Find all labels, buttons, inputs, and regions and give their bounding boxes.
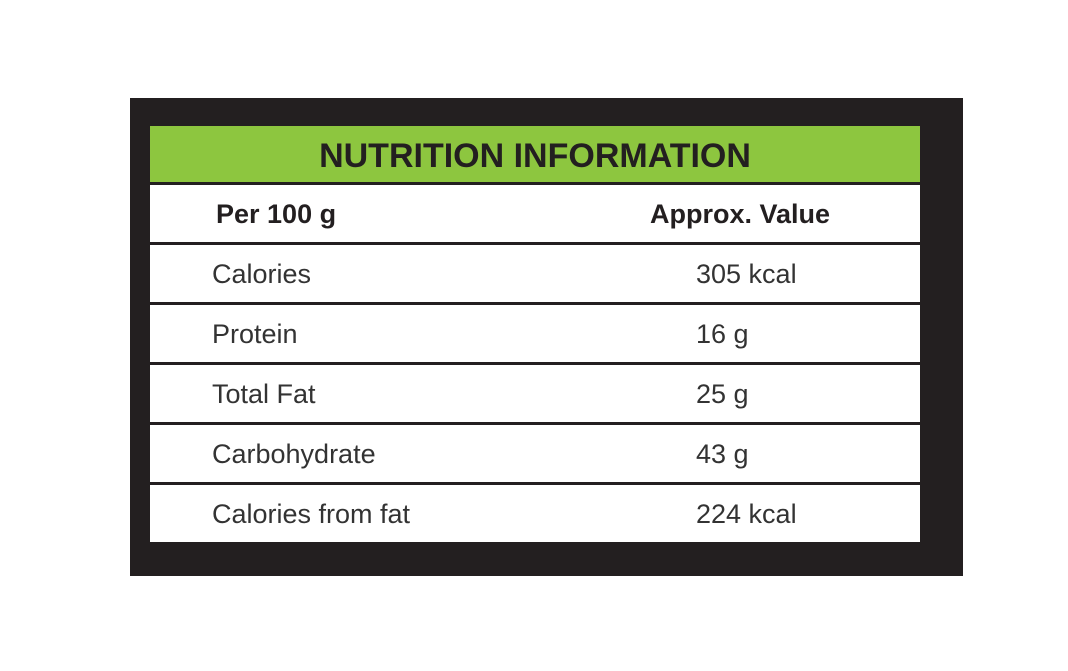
nutrient-name: Calories <box>212 259 312 289</box>
nutrient-value: 43 g <box>696 439 749 469</box>
nutrient-value: 16 g <box>696 319 749 349</box>
nutrient-name: Total Fat <box>212 379 316 409</box>
label-frame: NUTRITION INFORMATION Per 100 g Approx. … <box>130 98 963 576</box>
nutrient-name: Carbohydrate <box>212 439 376 469</box>
nutrition-table: NUTRITION INFORMATION Per 100 g Approx. … <box>150 126 920 542</box>
nutrient-value: 25 g <box>696 379 749 409</box>
header-cell: Approx. Value <box>650 199 831 229</box>
header-cell: Per 100 g <box>216 199 337 229</box>
nutrient-name: Protein <box>212 319 298 349</box>
header-row: Per 100 g Approx. Value <box>150 185 920 242</box>
nutrient-name: Calories from fat <box>212 499 411 529</box>
table-row: Calories 305 kcal <box>150 245 920 302</box>
nutrient-value: 224 kcal <box>696 499 797 529</box>
table-row: Total Fat 25 g <box>150 365 920 422</box>
table-row: Carbohydrate 43 g <box>150 425 920 482</box>
table-body: Calories 305 kcal Protein 16 g Total Fat 25 g… <box>150 245 920 542</box>
table-title: NUTRITION INFORMATION <box>150 126 920 182</box>
nutrient-value: 305 kcal <box>696 259 797 289</box>
table-row: Protein 16 g <box>150 305 920 362</box>
table-row: Calories from fat 224 kcal <box>150 485 920 542</box>
